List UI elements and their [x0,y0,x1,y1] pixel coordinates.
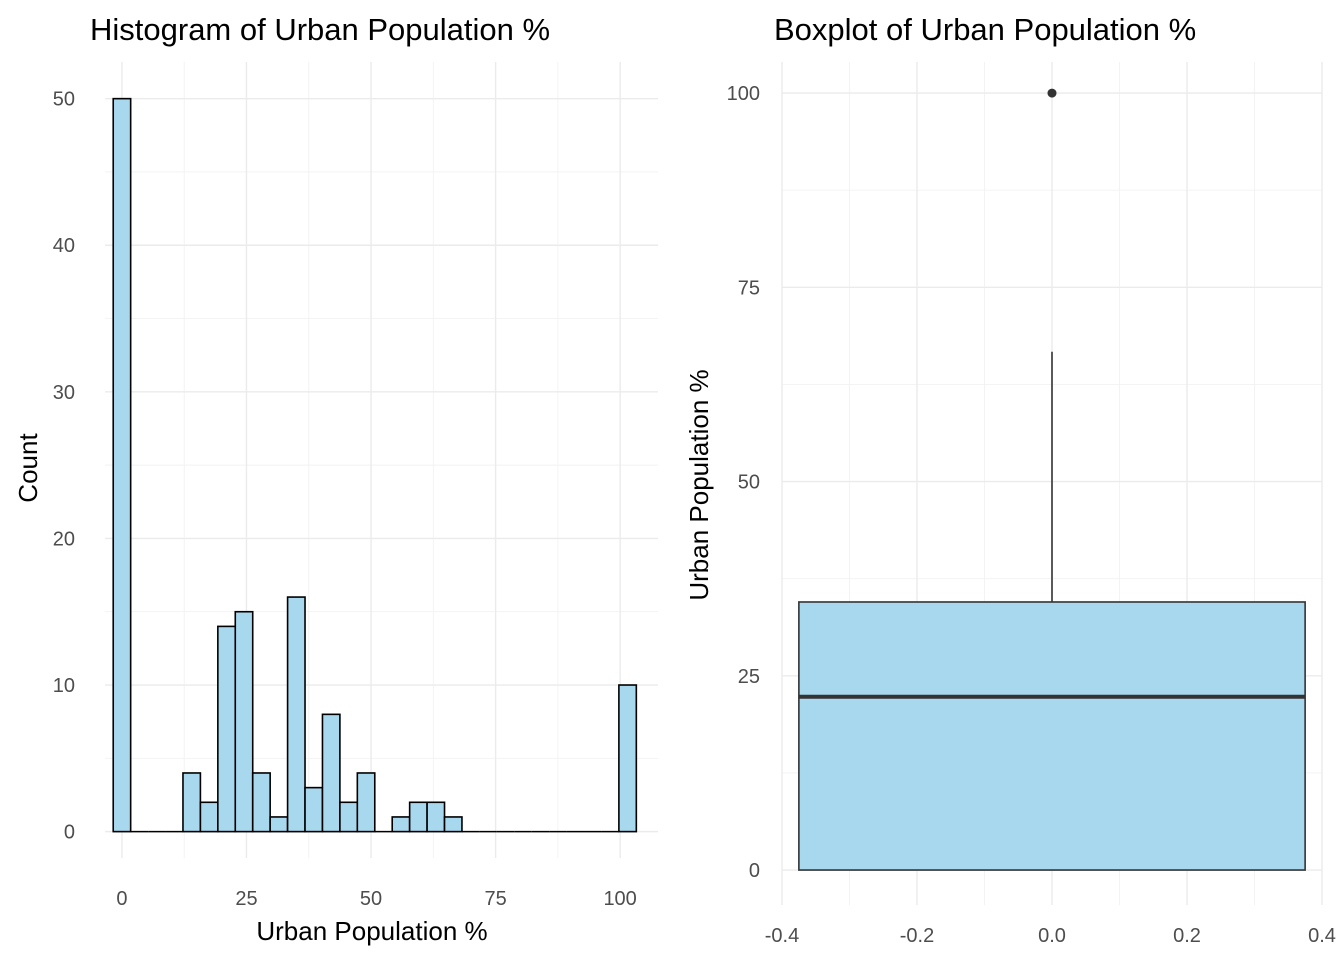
boxplot-y-tick-label: 0 [749,860,760,882]
boxplot-outlier-point [1047,88,1057,98]
histogram-y-ticks: 0 10 20 30 40 50 [53,89,75,844]
histogram-y-tick-label: 10 [53,675,75,697]
boxplot-box [798,601,1306,871]
boxplot-x-tick-label: 0.4 [1308,925,1336,947]
histogram-bar [391,816,411,833]
histogram-y-tick-label: 50 [53,89,75,111]
boxplot-y-tick-label: 25 [738,666,760,688]
boxplot-panel: Boxplot of Urban Population % -0.4 -0.2 0.… [684,12,1336,947]
histogram-x-tick-label: 100 [603,888,636,910]
histogram-y-tick-label: 0 [64,822,75,844]
boxplot-y-tick-label: 75 [738,277,760,299]
histogram-bar [304,786,324,833]
boxplot-x-tick-label: 0.2 [1173,925,1201,947]
boxplot-y-ticks: 0 25 50 75 100 [727,83,760,882]
boxplot-x-ticks: -0.4 -0.2 0.0 0.2 0.4 [765,925,1336,947]
boxplot-x-tick-label: 0.0 [1038,925,1066,947]
histogram-bar [339,801,359,833]
boxplot-y-axis-title: Urban Population % [684,369,714,600]
histogram-bar [618,684,638,833]
histogram-x-tick-label: 25 [235,888,257,910]
histogram-x-ticks: 0 25 50 75 100 [116,888,636,910]
histogram-bars [112,97,638,833]
histogram-y-tick-label: 40 [53,235,75,257]
histogram-title: Histogram of Urban Population % [90,12,550,47]
histogram-grid [105,62,658,858]
histogram-bar [426,801,446,833]
histogram-bar [182,772,202,833]
histogram-bar [269,816,289,833]
histogram-bar [286,596,306,833]
histogram-bar [408,801,428,833]
histogram-bar [217,625,237,833]
histogram-x-tick-label: 50 [360,888,382,910]
histogram-bar [321,713,341,833]
histogram-bar [112,97,132,833]
histogram-x-tick-label: 75 [484,888,506,910]
histogram-y-tick-label: 20 [53,528,75,550]
boxplot-y-tick-label: 100 [727,83,760,105]
histogram-bar [199,801,219,833]
histogram-x-tick-label: 0 [116,888,127,910]
boxplot-marks [798,88,1306,871]
histogram-bar [443,816,463,833]
histogram-y-tick-label: 30 [53,382,75,404]
boxplot-y-tick-label: 50 [738,472,760,494]
histogram-bar [356,772,376,833]
boxplot-title: Boxplot of Urban Population % [774,12,1196,47]
histogram-x-axis-title: Urban Population % [256,916,487,946]
boxplot-x-tick-label: -0.4 [765,925,799,947]
histogram-panel: Histogram of Urban Population % 0 25 50 75 1… [13,12,658,946]
histogram-bar [251,772,271,833]
histogram-y-axis-title: Count [13,433,43,503]
boxplot-x-tick-label: -0.2 [900,925,934,947]
histogram-bar [234,610,254,833]
